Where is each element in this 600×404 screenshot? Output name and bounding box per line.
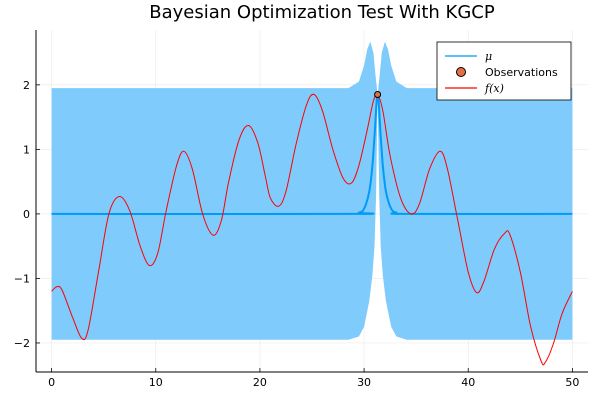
x-tick-label: 20 xyxy=(253,376,267,389)
x-tick-label: 0 xyxy=(48,376,55,389)
legend-swatch-marker xyxy=(456,67,466,77)
x-tick-label: 50 xyxy=(565,376,579,389)
legend-label: f(x) xyxy=(484,82,504,95)
y-tick-label: 1 xyxy=(23,143,30,156)
y-tick-label: 0 xyxy=(23,208,30,221)
legend-label: μ xyxy=(485,50,492,63)
plot-area: 0 10 20 30 40 50 −2 −1 0 1 2 xyxy=(14,30,588,389)
confidence-ribbon xyxy=(51,41,573,340)
y-tick-label: −1 xyxy=(14,272,30,285)
y-tick-label: −2 xyxy=(14,337,30,350)
series-line-fx xyxy=(51,93,573,366)
legend: μ Observations f(x) xyxy=(436,41,572,101)
x-tick-label: 40 xyxy=(461,376,475,389)
y-tick-label: 2 xyxy=(23,79,30,92)
observation-point xyxy=(374,91,382,99)
x-tick-label: 30 xyxy=(357,376,371,389)
series-line-mu xyxy=(51,93,573,215)
x-tick-label: 10 xyxy=(149,376,163,389)
chart-title: Bayesian Optimization Test With KGCP xyxy=(149,2,495,23)
legend-box xyxy=(436,41,572,101)
legend-label: Observations xyxy=(485,66,558,79)
